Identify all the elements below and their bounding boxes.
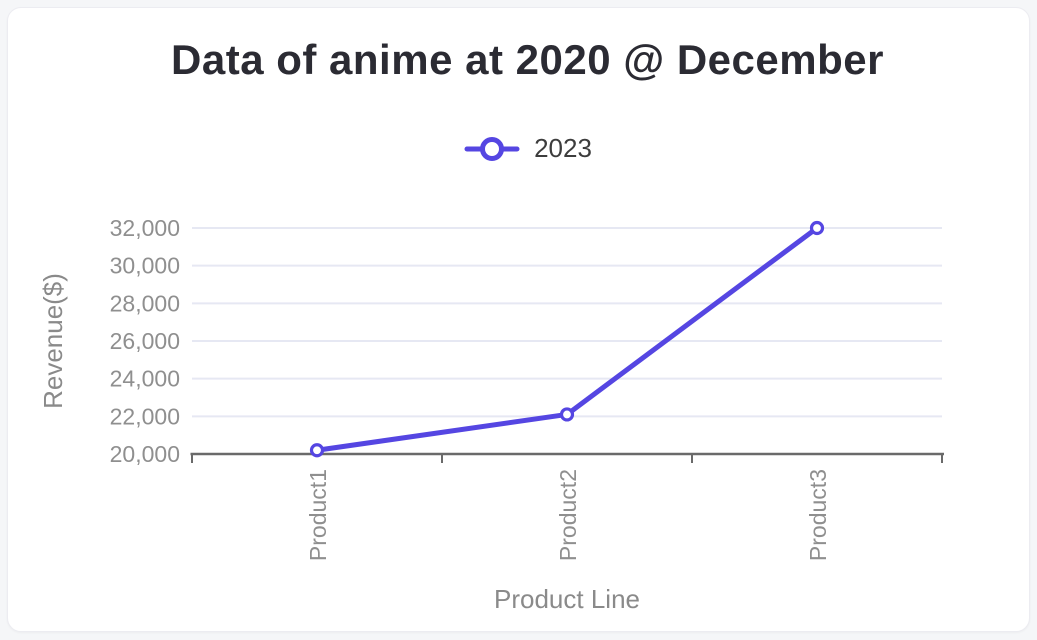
y-tick-label: 20,000 <box>110 441 180 467</box>
data-point[interactable] <box>309 443 325 458</box>
x-tick-label: Product2 <box>555 469 581 561</box>
y-tick-label: 30,000 <box>110 253 180 279</box>
y-tick-label: 22,000 <box>110 403 180 429</box>
legend-label: 2023 <box>534 133 592 163</box>
x-axis-title: Product Line <box>494 584 640 614</box>
legend-item-2023[interactable]: 2023 <box>18 133 1037 164</box>
y-tick-label: 24,000 <box>110 366 180 392</box>
data-point[interactable] <box>809 220 825 236</box>
chart-card <box>7 7 1030 632</box>
legend-marker-icon <box>464 136 520 161</box>
data-point[interactable] <box>559 407 575 422</box>
y-tick-label: 28,000 <box>110 290 180 316</box>
y-tick-label: 26,000 <box>110 328 180 354</box>
y-axis-title: Revenue($) <box>38 273 68 409</box>
chart-title: Data of anime at 2020 @ December <box>171 36 884 83</box>
x-tick-label: Product1 <box>305 469 331 561</box>
x-tick-label: Product3 <box>805 469 831 561</box>
y-tick-label: 32,000 <box>110 215 180 241</box>
